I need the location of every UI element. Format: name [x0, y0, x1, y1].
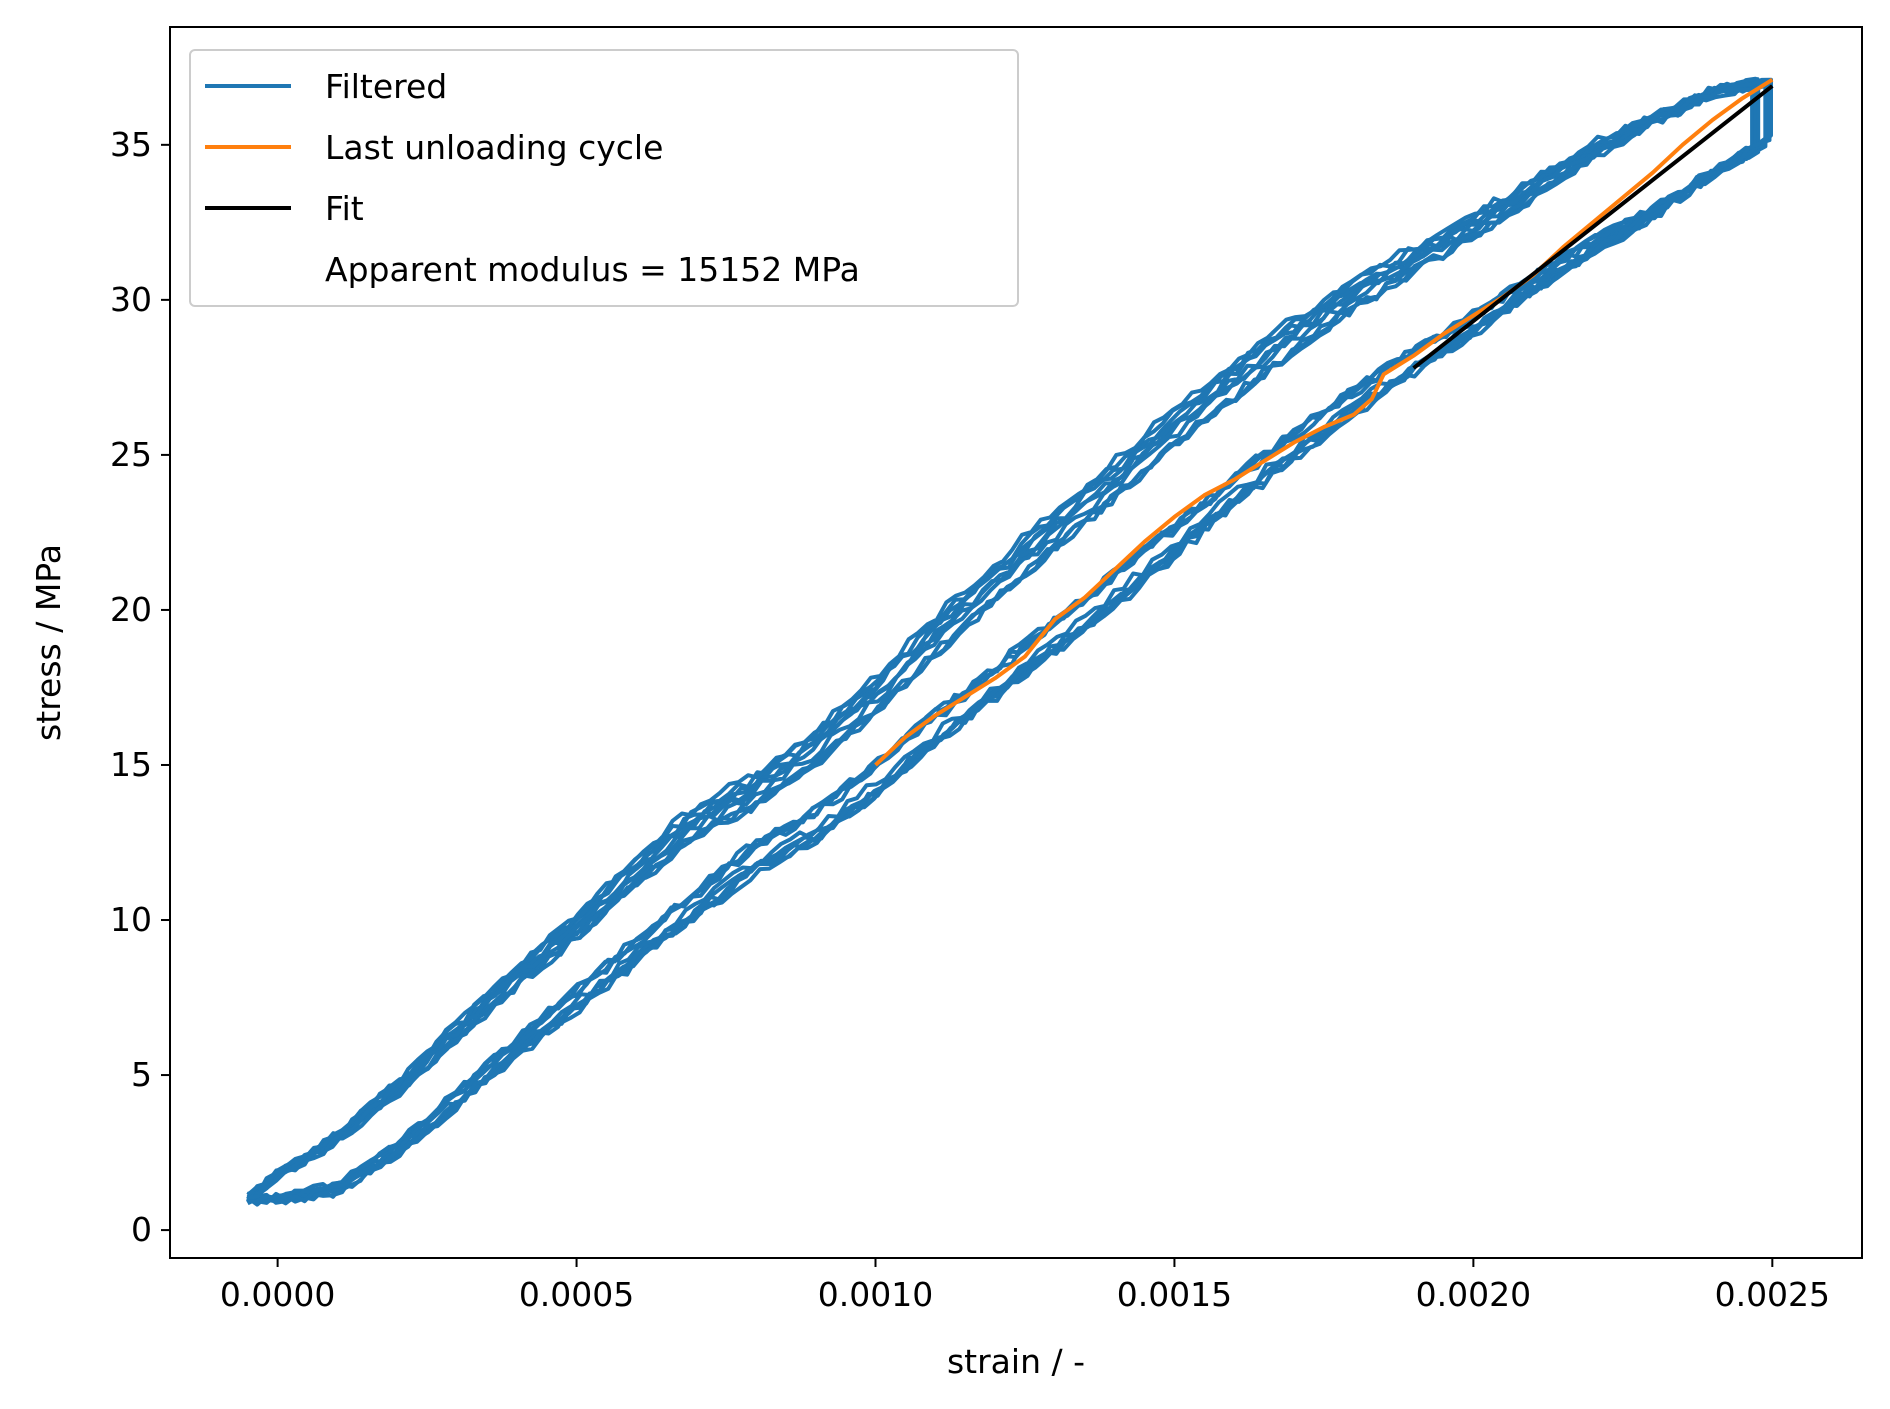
y-tick-label: 20: [110, 590, 152, 629]
x-tick-label: 0.0015: [1117, 1275, 1232, 1314]
legend-label: Apparent modulus = 15152 MPa: [325, 250, 860, 289]
y-axis-label: stress / MPa: [29, 544, 68, 741]
x-tick-label: 0.0000: [220, 1275, 335, 1314]
fit-line: [1412, 84, 1774, 370]
last-unloading-cycle-line: [874, 78, 1774, 767]
filtered-cycle-10: [246, 83, 1769, 1206]
y-tick-label: 30: [110, 280, 152, 319]
x-tick-label: 0.0020: [1416, 1275, 1531, 1314]
y-tick-label: 10: [110, 900, 152, 939]
y-tick-label: 35: [110, 125, 152, 164]
axes-frame: [169, 26, 1863, 1259]
legend-label: Last unloading cycle: [325, 128, 663, 167]
ticks-layer: 0.0000 0.0005 0.0010 0.0015 0.0020 0.0025 0 5 10…: [110, 125, 1830, 1314]
legend-box: [189, 49, 1019, 307]
x-tick-label: 0.0005: [519, 1275, 634, 1314]
plot-series-layer: [246, 76, 1774, 1207]
y-tick-label: 25: [110, 435, 152, 474]
y-tick-label: 15: [110, 745, 152, 784]
legend-label: Filtered: [325, 67, 447, 106]
x-tick-label: 0.0025: [1715, 1275, 1830, 1314]
y-tick-label: 0: [131, 1210, 152, 1249]
y-tick-label: 5: [131, 1055, 152, 1094]
x-axis-label: strain / -: [947, 1342, 1085, 1381]
legend-entries: Filtered Last unloading cycle Fit Apparent …: [205, 67, 860, 289]
x-tick-label: 0.0010: [818, 1275, 933, 1314]
filtered-cycle-7: [246, 76, 1758, 1205]
legend: Filtered Last unloading cycle Fit Apparent …: [189, 49, 1019, 307]
legend-label: Fit: [325, 189, 364, 228]
